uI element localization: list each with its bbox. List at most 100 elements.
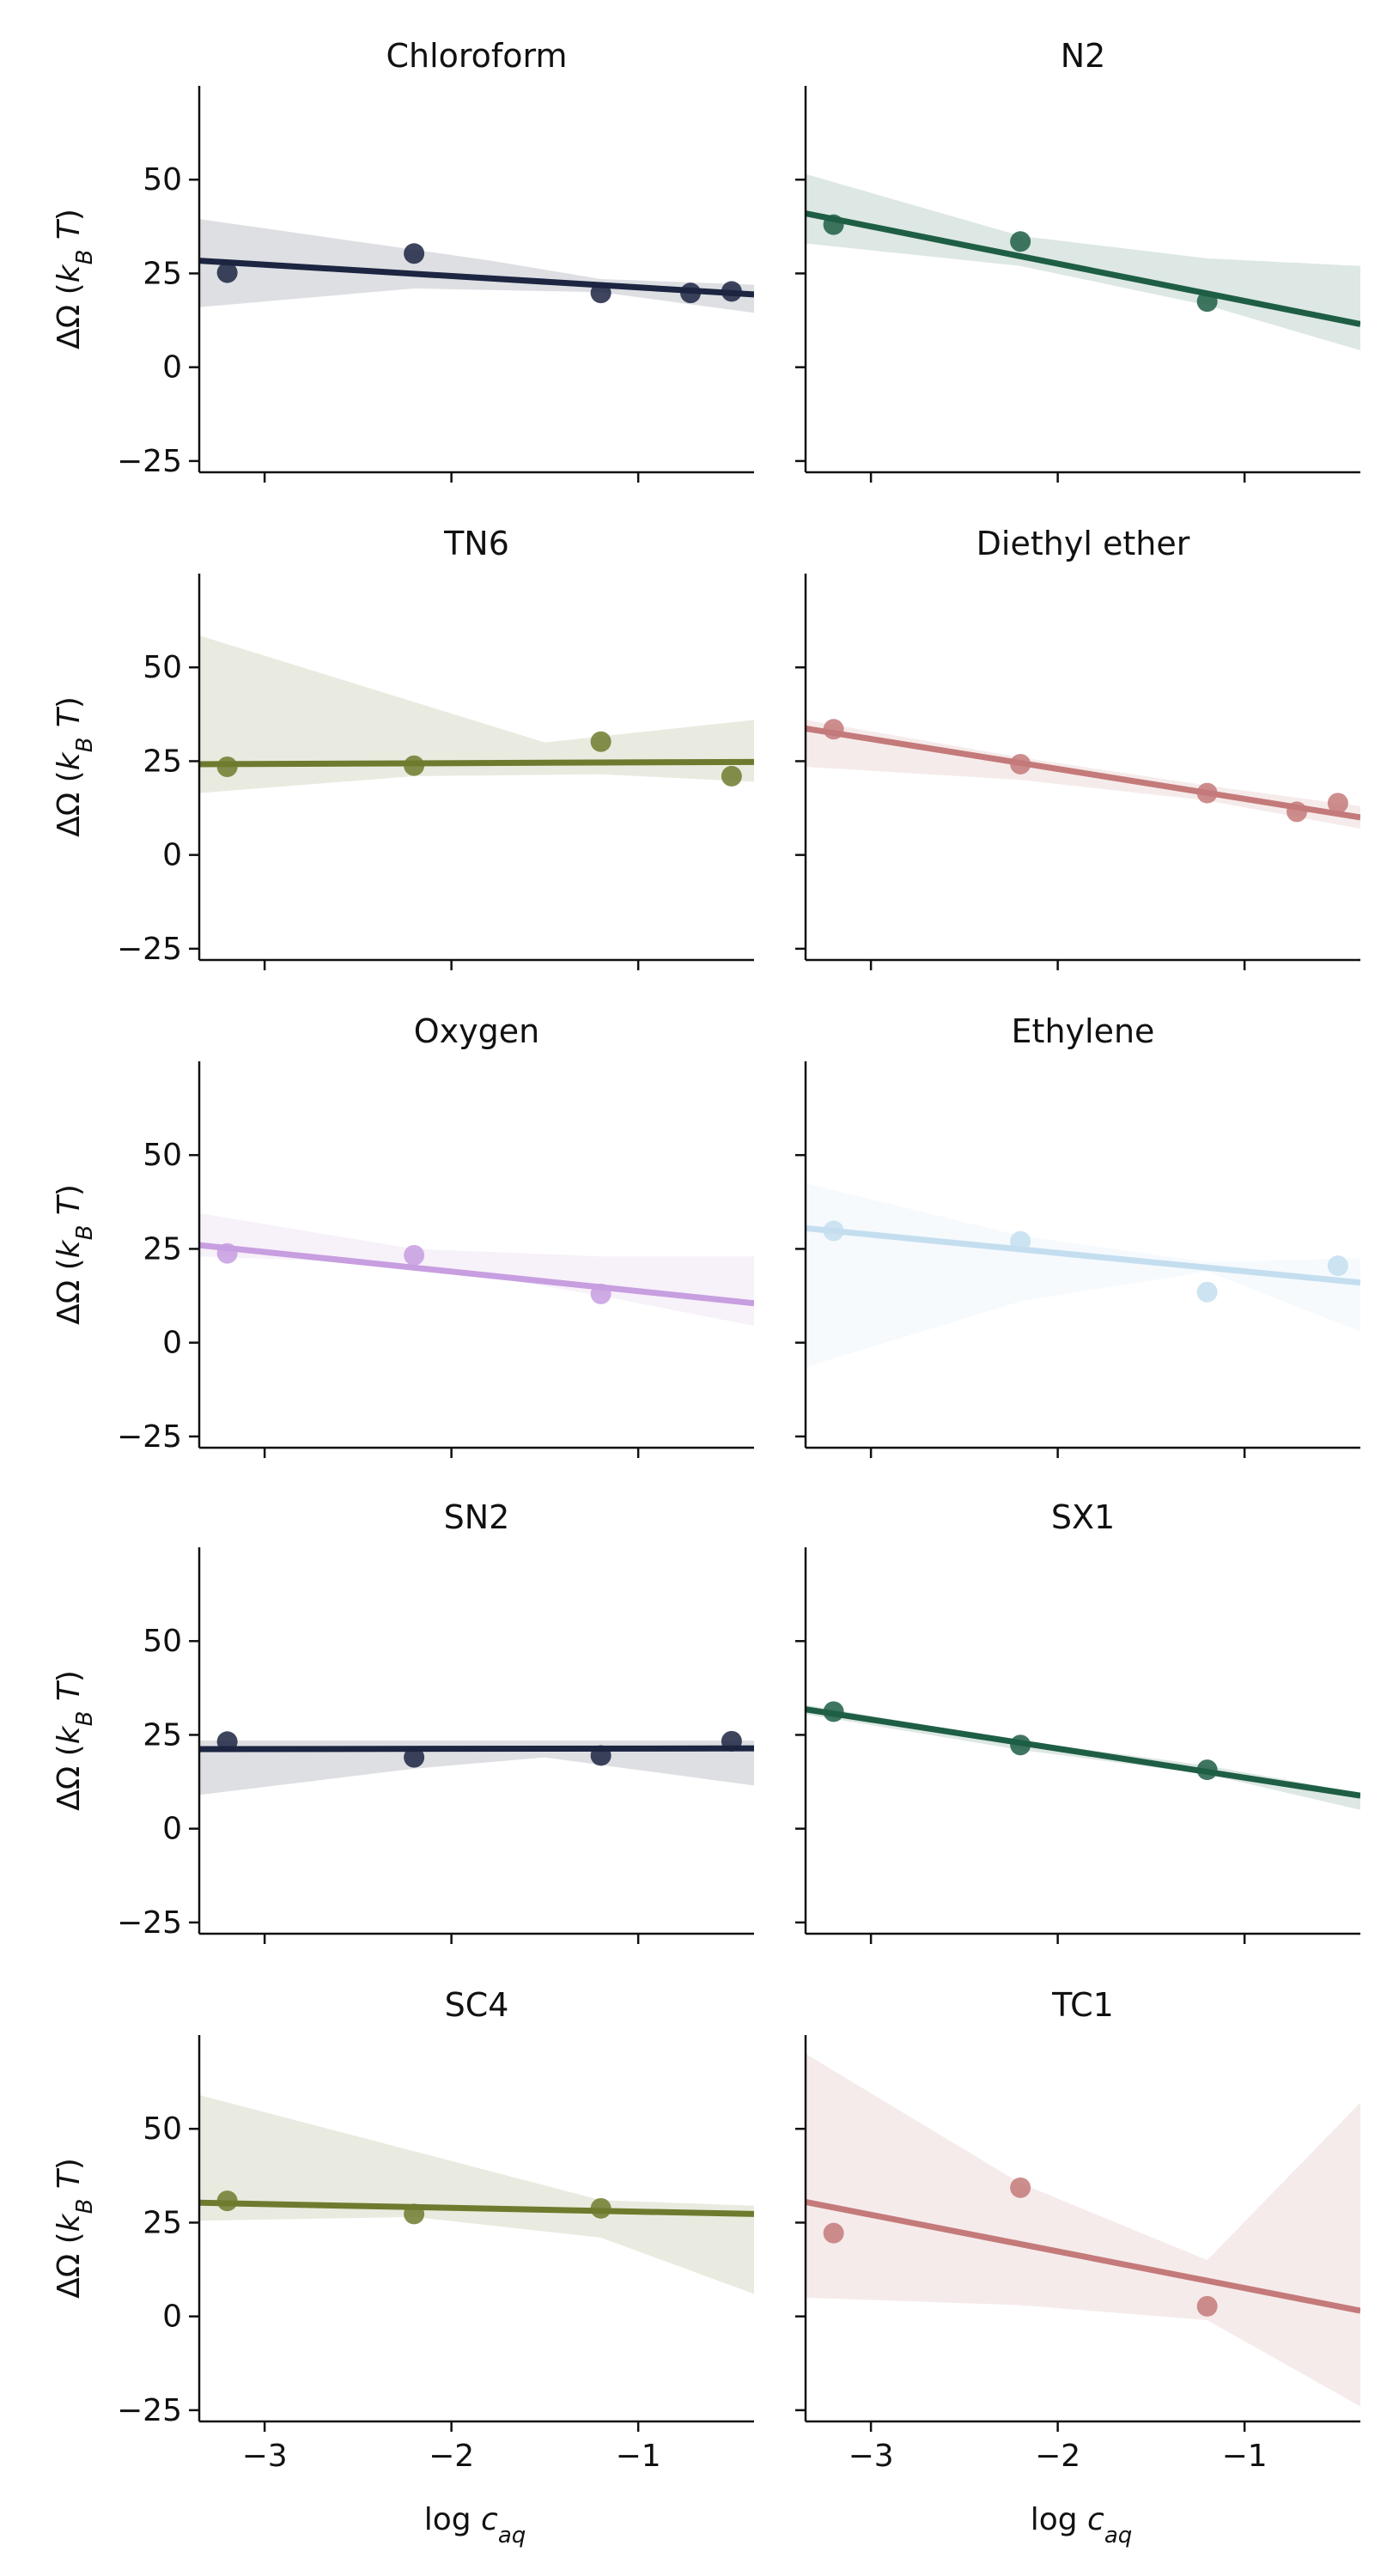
panel-title: SN2 (444, 1498, 510, 1536)
data-point (680, 283, 702, 304)
data-point (1327, 1255, 1348, 1277)
regression-line (199, 758, 754, 768)
panel-title: TC1 (1051, 1986, 1114, 2024)
regression-line (199, 1242, 754, 1307)
y-tick-label: 0 (162, 350, 182, 386)
data-point (216, 1731, 238, 1753)
x-tick-label: −1 (616, 2439, 661, 2474)
data-point (590, 731, 611, 752)
y-tick-label: 50 (143, 1138, 182, 1173)
y-axis-label: ΔΩ (kB T) (52, 209, 98, 349)
plot-area (806, 2053, 1360, 2407)
data-point (823, 214, 844, 235)
y-tick-label: 0 (162, 2300, 182, 2335)
y-tick-label: 25 (143, 744, 182, 779)
data-point (823, 2222, 844, 2244)
y-tick-label: 25 (143, 1717, 182, 1753)
data-point (823, 1701, 844, 1722)
data-point (1010, 1735, 1031, 1756)
data-point (404, 755, 425, 776)
data-point (1327, 793, 1348, 814)
panel-oxygen: Oxygen −25 0 25 50 ΔΩ (kB T) (52, 1012, 754, 1458)
panel-tn6: TN6 −25 0 25 50 ΔΩ (kB T) (52, 525, 754, 970)
panel-n2: N2 (795, 37, 1360, 483)
y-axis-label: ΔΩ (kB T) (52, 1184, 98, 1325)
y-tick-label: 25 (143, 1231, 182, 1267)
data-point (1010, 231, 1031, 252)
panel-title: Diethyl ether (976, 525, 1190, 562)
y-tick-label: 25 (143, 256, 182, 291)
data-point (1010, 1230, 1031, 1252)
panel-ethylene: Ethylene (795, 1012, 1360, 1458)
y-tick-label: −25 (117, 444, 182, 479)
confidence-band (199, 1741, 754, 1795)
data-point (1010, 753, 1031, 775)
panel-title: SX1 (1051, 1498, 1115, 1536)
y-tick-label: 50 (143, 2111, 182, 2147)
panel-diethyl-ether: Diethyl ether (795, 525, 1360, 970)
plot-area (199, 219, 754, 313)
x-axis-label-right: log caq (1031, 2502, 1133, 2549)
y-axis-label: ΔΩ (kB T) (52, 1670, 98, 1811)
y-tick-label: −25 (117, 1905, 182, 1941)
y-tick-label: 50 (143, 650, 182, 685)
x-tick-label: −1 (1222, 2439, 1268, 2474)
x-tick-label: −2 (429, 2439, 474, 2474)
panel-title: Chloroform (386, 37, 567, 75)
confidence-band (806, 2053, 1360, 2407)
data-point (1196, 1281, 1218, 1303)
y-tick-label: 0 (162, 1326, 182, 1361)
panel-title: TN6 (443, 525, 509, 562)
regression-line (806, 725, 1360, 821)
regression-line (806, 1706, 1360, 1799)
data-point (1287, 801, 1308, 823)
y-tick-label: 0 (162, 1812, 182, 1847)
data-point (216, 262, 238, 283)
data-point (216, 2190, 238, 2212)
plot-area (199, 1730, 754, 1795)
data-point (721, 765, 742, 787)
y-tick-label: −25 (117, 2393, 182, 2428)
confidence-band (806, 1183, 1360, 1368)
panel-chloroform: Chloroform −25 0 25 50 ΔΩ (kB T) (52, 37, 754, 483)
data-point (823, 719, 844, 740)
y-tick-label: 50 (143, 162, 182, 197)
plot-area (199, 1212, 754, 1326)
data-point (404, 2203, 425, 2225)
panel-title: N2 (1061, 37, 1106, 75)
y-axis-label: ΔΩ (kB T) (52, 696, 98, 837)
regression-line (199, 1745, 754, 1753)
y-tick-label: −25 (117, 932, 182, 967)
regression-line (199, 258, 754, 298)
x-tick-label: −3 (849, 2439, 894, 2474)
plot-area (806, 1183, 1360, 1368)
panel-tc1: TC1 −3 −2 −1 (795, 1986, 1360, 2474)
panel-sn2: SN2 −25 0 25 50 ΔΩ (kB T) (52, 1498, 754, 1944)
data-point (721, 281, 742, 302)
data-point (590, 1745, 611, 1766)
data-point (1196, 2295, 1218, 2317)
confidence-band (199, 635, 754, 793)
y-tick-label: 50 (143, 1624, 182, 1659)
regression-line (806, 2198, 1360, 2314)
regression-line (806, 210, 1360, 327)
regression-line (806, 1224, 1360, 1286)
x-axis-label-left: log caq (424, 2502, 526, 2549)
confidence-band (806, 173, 1360, 350)
panel-title: Ethylene (1012, 1012, 1155, 1050)
confidence-band (199, 219, 754, 313)
panel-title: SC4 (445, 1986, 509, 2024)
y-tick-label: 25 (143, 2205, 182, 2240)
plot-area (199, 635, 754, 793)
x-tick-label: −2 (1035, 2439, 1080, 2474)
data-point (590, 2197, 611, 2219)
plot-area (806, 1701, 1360, 1810)
regression-line (199, 2199, 754, 2217)
panel-title: Oxygen (414, 1012, 539, 1050)
y-tick-label: 0 (162, 838, 182, 873)
y-tick-label: −25 (117, 1419, 182, 1455)
plot-area (806, 173, 1360, 350)
data-point (1196, 1759, 1218, 1781)
